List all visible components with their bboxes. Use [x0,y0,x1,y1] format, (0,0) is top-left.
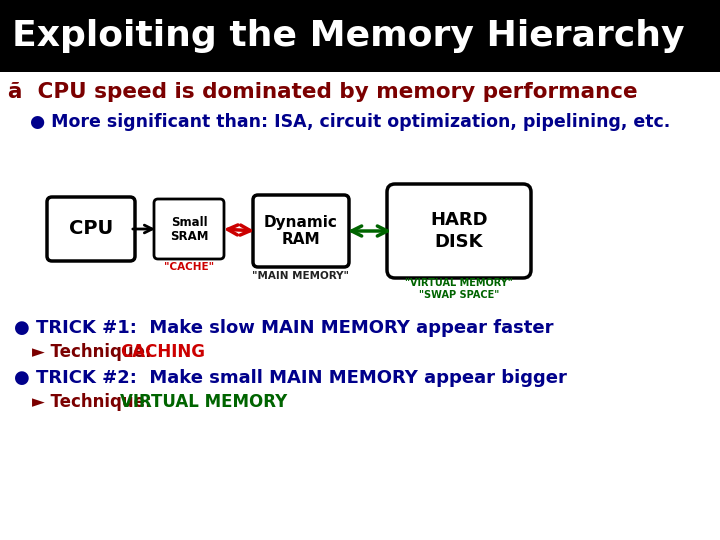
Text: ● TRICK #1:  Make slow MAIN MEMORY appear faster: ● TRICK #1: Make slow MAIN MEMORY appear… [14,319,554,337]
FancyBboxPatch shape [154,199,224,259]
Bar [0,0,720,72]
Text: Small: Small [171,215,207,228]
Text: ► Technique:: ► Technique: [32,343,163,361]
Text: HARD: HARD [430,211,488,229]
Text: ● TRICK #2:  Make small MAIN MEMORY appear bigger: ● TRICK #2: Make small MAIN MEMORY appea… [14,369,567,387]
Text: VIRTUAL MEMORY: VIRTUAL MEMORY [120,393,287,411]
Text: "SWAP SPACE": "SWAP SPACE" [419,290,499,300]
Text: Dynamic: Dynamic [264,214,338,230]
Text: DISK: DISK [435,233,483,251]
Text: CACHING: CACHING [120,343,205,361]
Text: ã  CPU speed is dominated by memory performance: ã CPU speed is dominated by memory perfo… [8,82,638,102]
FancyBboxPatch shape [387,184,531,278]
Text: Exploiting the Memory Hierarchy: Exploiting the Memory Hierarchy [12,19,685,53]
Text: ● More significant than: ISA, circuit optimization, pipelining, etc.: ● More significant than: ISA, circuit op… [30,113,670,131]
FancyBboxPatch shape [253,195,349,267]
Text: "CACHE": "CACHE" [164,262,214,272]
FancyBboxPatch shape [47,197,135,261]
Text: SRAM: SRAM [170,230,208,242]
Text: ► Technique:: ► Technique: [32,393,163,411]
Text: CPU: CPU [69,219,113,239]
Text: "VIRTUAL MEMORY": "VIRTUAL MEMORY" [405,278,513,288]
Text: RAM: RAM [282,233,320,247]
Text: "MAIN MEMORY": "MAIN MEMORY" [253,271,349,281]
